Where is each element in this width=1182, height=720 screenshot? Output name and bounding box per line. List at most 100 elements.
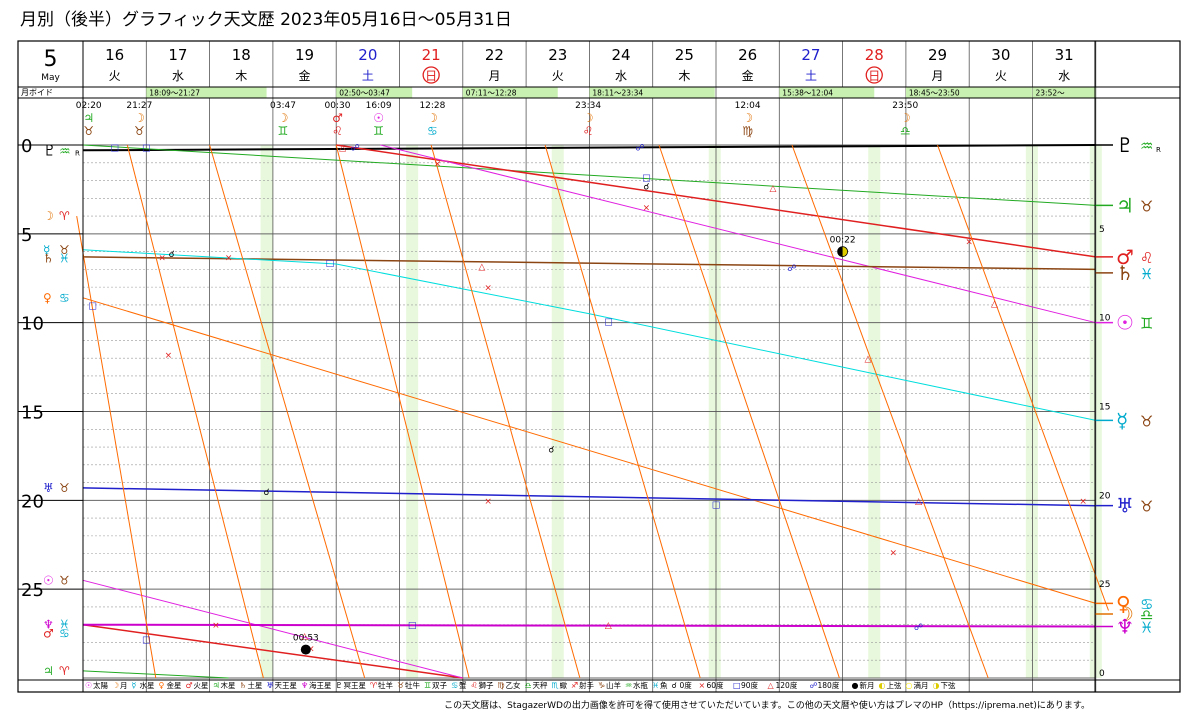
series-line bbox=[82, 623, 463, 679]
legend-label: 双子 bbox=[432, 681, 447, 690]
ingress-row: 02:20♃♉21:27☽♉03:47☽♊00:30♂♌16:09☉♊12:28… bbox=[76, 101, 919, 138]
left-sign-glyph: ♈ bbox=[59, 209, 70, 223]
aspect-marker: × bbox=[307, 644, 315, 654]
chart-frame bbox=[17, 40, 1181, 693]
lunar-phases: 00:53 00:22 bbox=[293, 236, 856, 655]
series-line bbox=[82, 144, 1096, 152]
void-time: 18:09〜21:27 bbox=[149, 89, 200, 98]
legend-label: 金星 bbox=[167, 680, 182, 690]
ingress-glyph: ♉ bbox=[83, 124, 94, 138]
left-planet-glyph: ☉ bbox=[43, 573, 54, 587]
retro-mark: R bbox=[75, 149, 80, 157]
series-line bbox=[82, 623, 1096, 628]
day-number: 24 bbox=[612, 46, 631, 64]
legend-label: 上弦 bbox=[887, 680, 902, 690]
aspect-marker: △ bbox=[770, 184, 777, 194]
ingress-glyph: ☉ bbox=[373, 111, 384, 125]
ephemeris-chart: 5May月ボイド16火17水18木19金20土21日22月23火24水25木26… bbox=[17, 40, 1181, 693]
series-line bbox=[209, 144, 366, 679]
day-number: 27 bbox=[801, 46, 820, 64]
void-cell bbox=[336, 87, 413, 98]
day-number: 29 bbox=[928, 46, 947, 64]
series-line bbox=[82, 487, 1096, 507]
ingress-glyph: ♌ bbox=[583, 124, 594, 138]
aspect-marker: △ bbox=[478, 262, 485, 272]
left-planet-glyph: ♇ bbox=[43, 141, 56, 159]
day-number: 31 bbox=[1055, 46, 1074, 64]
weekday: 火 bbox=[109, 69, 121, 83]
ingress-glyph: ♎ bbox=[900, 124, 911, 138]
legend-label: 90度 bbox=[741, 680, 759, 690]
y-tick-label: 10 bbox=[21, 314, 44, 335]
legend-label: 月 bbox=[120, 681, 128, 690]
right-sign-glyph: ♓ bbox=[1140, 618, 1153, 636]
aspect-marker: □ bbox=[326, 259, 335, 269]
y-axis: 0 5 10 15 20 25 5 10 15 20 25 0 bbox=[18, 136, 1111, 679]
right-planet-glyph: ♂ bbox=[1116, 245, 1134, 269]
right-planet-glyph: ♇ bbox=[1116, 133, 1134, 157]
y-tick-label: 25 bbox=[21, 580, 44, 601]
aspect-marker: △ bbox=[605, 621, 612, 631]
legend-glyph: ♋ bbox=[451, 681, 458, 690]
void-cell bbox=[589, 87, 715, 98]
retro-mark: R bbox=[1156, 146, 1161, 154]
month-number: 5 bbox=[44, 47, 58, 72]
series-line bbox=[658, 144, 840, 679]
ingress-glyph: ☽ bbox=[742, 111, 753, 125]
void-time: 23:52〜 bbox=[1036, 89, 1066, 98]
day-number: 26 bbox=[738, 46, 757, 64]
right-planet-glyph: ☿ bbox=[1116, 408, 1128, 432]
legend-glyph: □ bbox=[733, 681, 741, 690]
void-cell bbox=[779, 87, 875, 98]
ingress-time: 02:20 bbox=[76, 101, 102, 111]
right-sign-glyph: ♋ bbox=[1140, 595, 1153, 613]
ingress-time: 23:50 bbox=[892, 101, 918, 111]
legend-glyph: ♍ bbox=[498, 681, 505, 690]
ingress-glyph: ☽ bbox=[134, 111, 145, 125]
legend-label: 土星 bbox=[248, 680, 263, 690]
legend-glyph: ♒ bbox=[625, 681, 632, 690]
legend-label: 木星 bbox=[221, 680, 236, 690]
legend-glyph: ♃ bbox=[213, 681, 220, 690]
left-planet-glyph: ♆ bbox=[43, 618, 54, 632]
aspect-marker: ☌ bbox=[643, 182, 649, 192]
ingress-glyph: ♋ bbox=[427, 124, 438, 138]
right-sign-glyph: ♒ bbox=[1140, 137, 1153, 155]
right-planet-glyph: ♆ bbox=[1116, 614, 1134, 638]
day-number: 28 bbox=[865, 46, 884, 64]
aspect-marker: □ bbox=[88, 301, 97, 311]
series-line bbox=[336, 144, 1096, 258]
weekday: 木 bbox=[678, 69, 690, 83]
y-tick-label: 0 bbox=[21, 136, 32, 157]
aspect-marker: × bbox=[643, 204, 651, 214]
y-tick-label: 20 bbox=[21, 491, 44, 512]
weekday: 水 bbox=[615, 69, 627, 83]
weekday: 金 bbox=[742, 68, 754, 83]
y-tick-label-right: 20 bbox=[1099, 491, 1111, 501]
legend-label: 太陽 bbox=[93, 680, 108, 690]
legend-glyph: ♌ bbox=[471, 681, 478, 690]
series-line bbox=[544, 144, 701, 679]
weekday: 火 bbox=[552, 69, 564, 83]
weekday: 木 bbox=[235, 69, 247, 83]
ingress-glyph: ☽ bbox=[900, 111, 911, 125]
weekday: 火 bbox=[995, 69, 1007, 83]
legend-glyph: ♐ bbox=[571, 681, 578, 690]
legend-glyph: ♆ bbox=[301, 681, 308, 690]
weekday: 月 bbox=[932, 69, 944, 83]
right-planet-glyph: ☉ bbox=[1116, 311, 1134, 335]
left-planet-glyph: ♂ bbox=[43, 627, 54, 641]
legend-glyph: ☉ bbox=[85, 681, 92, 690]
ingress-glyph: ☽ bbox=[583, 111, 594, 125]
left-planet-glyph: ☿ bbox=[43, 243, 50, 257]
legend-label: 天秤 bbox=[533, 680, 548, 690]
ingress-time: 12:28 bbox=[419, 101, 445, 111]
new-moon-marker bbox=[300, 644, 311, 655]
legend-glyph: ♎ bbox=[525, 681, 532, 690]
ingress-time: 21:27 bbox=[126, 101, 152, 111]
legend-label: 180度 bbox=[818, 680, 840, 690]
legend-label: 魚 bbox=[660, 680, 668, 690]
left-sign-glyph: ♉ bbox=[59, 243, 70, 257]
day-number: 23 bbox=[548, 46, 567, 64]
legend-label: 火星 bbox=[194, 681, 209, 690]
